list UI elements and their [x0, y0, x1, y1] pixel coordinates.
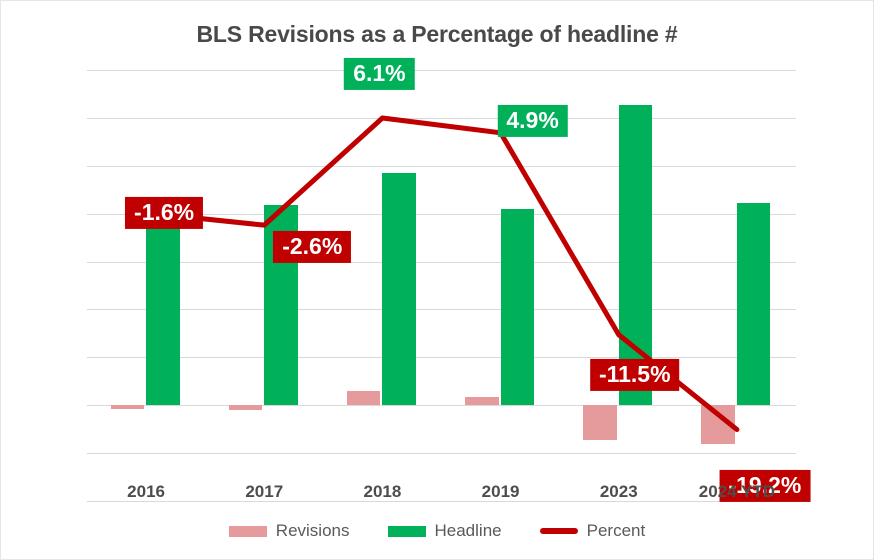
bar-revisions-2018 [346, 391, 381, 406]
x-axis-tick-label: 2017 [245, 482, 284, 501]
data-label-percent-2016: -1.6% [125, 196, 204, 229]
gridline [87, 405, 796, 407]
legend-swatch-revisions-icon [228, 525, 267, 537]
legend-label: Percent [586, 521, 646, 540]
bar-headline-2019 [500, 208, 535, 406]
data-label-percent-2017: -2.6% [273, 231, 352, 264]
bar-headline-2016 [146, 196, 180, 406]
bar-revisions-2023 [583, 405, 617, 440]
plot-area: -1.6%-2.6%6.1%4.9%-11.5%-19.2% 350030002… [87, 57, 811, 502]
chart-legend: Revisions Headline Percent [1, 521, 873, 541]
legend-label: Revisions [275, 521, 350, 540]
x-axis-tick-label: 2016 [127, 482, 165, 501]
data-label-percent-2019: 4.9% [497, 104, 568, 137]
bar-headline-2018 [382, 172, 416, 406]
legend-label: Headline [434, 521, 502, 540]
legend-swatch-headline-icon [387, 525, 426, 537]
x-axis-tick-label: 2023 [599, 482, 638, 501]
gridline [87, 165, 796, 167]
legend-item-headline[interactable]: Headline [387, 521, 502, 541]
gridline [87, 261, 796, 263]
x-axis-tick-label: 2019 [481, 482, 520, 501]
bar-revisions-2019 [465, 396, 499, 406]
legend-swatch-percent-icon [539, 528, 578, 534]
legend-item-revisions[interactable]: Revisions [228, 521, 350, 541]
percent-line-path [143, 115, 740, 433]
gridline [87, 501, 796, 502]
gridline [87, 70, 796, 71]
chart-title: BLS Revisions as a Percentage of headlin… [196, 21, 678, 47]
data-label-percent-2018: 6.1% [344, 57, 415, 91]
data-label-percent-2024-YTD: -19.2% [719, 469, 811, 502]
gridline [87, 309, 796, 311]
x-axis-tick-label: 2018 [363, 482, 402, 501]
gridline [87, 117, 796, 119]
data-label-percent-2023: -11.5% [589, 358, 680, 391]
bar-headline-2024-YTD [736, 203, 771, 406]
x-axis-tick-label: 2024 YTD [698, 482, 776, 501]
bar-revisions-2017 [228, 405, 263, 411]
percent-line-series [143, 115, 740, 433]
gridline [87, 213, 796, 215]
bar-revisions-2016 [110, 405, 145, 409]
gridline [87, 453, 796, 455]
gridline [87, 357, 796, 359]
legend-item-percent[interactable]: Percent [539, 521, 646, 541]
